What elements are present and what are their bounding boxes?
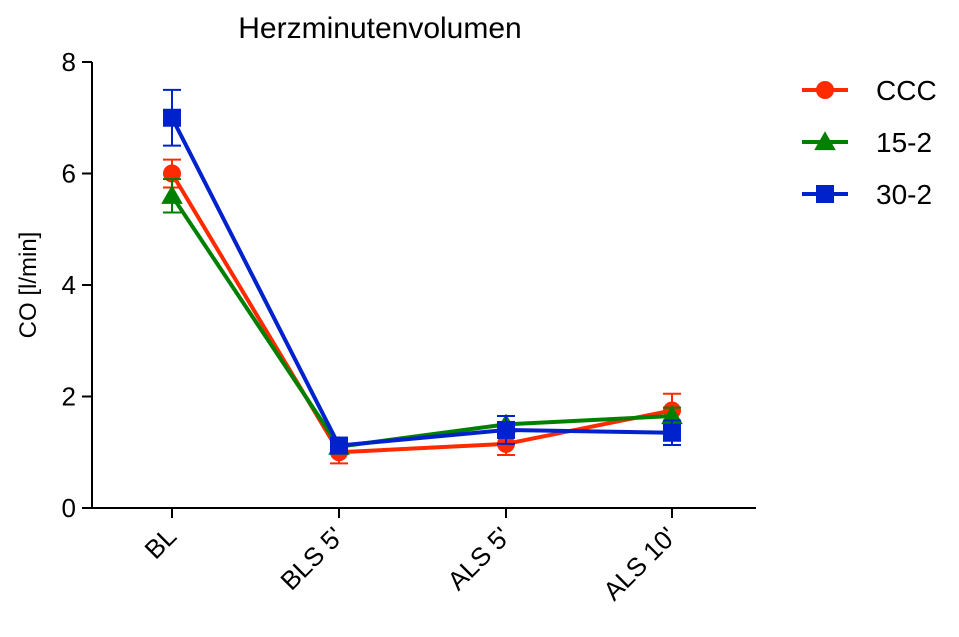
legend-marker: [816, 81, 834, 99]
legend-label: 30-2: [876, 179, 932, 210]
x-ticks: BL BLS 5' ALS 5' ALS 10': [139, 508, 682, 606]
chart-title: Herzminutenvolumen: [238, 12, 521, 45]
legend-item: 15-2: [802, 127, 932, 158]
data-point: [161, 185, 183, 204]
series-30-2: [163, 88, 681, 455]
x-tick-label: BL: [139, 521, 183, 565]
data-point: [330, 436, 348, 455]
y-tick-label: 2: [62, 382, 76, 412]
legend-item: 30-2: [802, 179, 932, 210]
data-point: [497, 420, 515, 439]
x-tick-label: ALS 10': [597, 521, 682, 606]
series-layer: [161, 88, 683, 465]
data-point: [661, 405, 683, 425]
data-point: [163, 108, 181, 127]
x-tick-label: ALS 5': [441, 521, 516, 596]
y-ticks: 0 2 4 6 8: [62, 47, 92, 523]
legend: CCC 15-2 30-2: [802, 75, 937, 210]
x-tick-label: BLS 5': [274, 521, 349, 596]
legend-item: CCC: [802, 75, 937, 106]
data-point: [163, 164, 181, 183]
y-tick-label: 8: [62, 47, 76, 77]
series-15-2: [161, 178, 683, 455]
series-line: [170, 116, 673, 448]
legend-marker: [816, 185, 834, 203]
legend-label: 15-2: [876, 127, 932, 158]
legend-label: CCC: [876, 75, 937, 106]
data-point: [663, 423, 681, 442]
y-tick-label: 4: [62, 270, 76, 300]
y-tick-label: 0: [62, 493, 76, 523]
legend-marker: [814, 131, 836, 151]
series-line: [170, 194, 673, 449]
series-line: [170, 172, 673, 455]
y-axis-label: CO [l/min]: [15, 232, 42, 339]
y-tick-label: 6: [62, 159, 76, 189]
